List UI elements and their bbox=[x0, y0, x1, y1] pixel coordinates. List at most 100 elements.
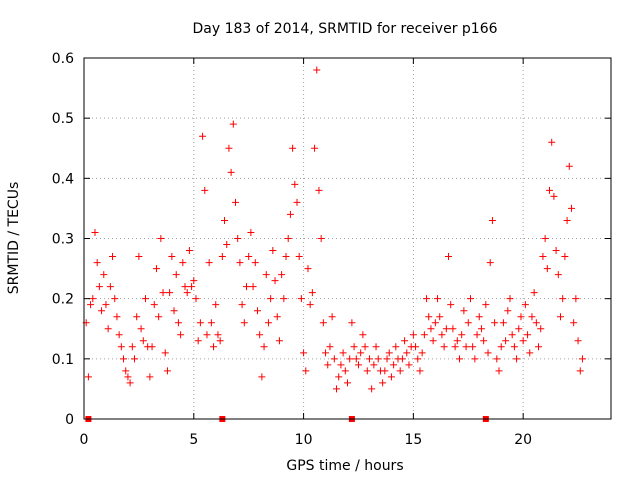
data-point bbox=[289, 144, 297, 152]
data-point bbox=[251, 259, 259, 267]
data-point bbox=[319, 319, 327, 327]
data-point bbox=[363, 367, 371, 375]
data-point bbox=[280, 295, 288, 303]
data-point bbox=[242, 283, 250, 291]
data-point bbox=[530, 289, 538, 297]
data-point bbox=[471, 355, 479, 363]
axis-ticks bbox=[83, 57, 611, 420]
data-point bbox=[517, 313, 525, 321]
data-point bbox=[113, 313, 121, 321]
data-point bbox=[139, 337, 147, 345]
data-point bbox=[539, 253, 547, 261]
data-point bbox=[578, 355, 586, 363]
y-tick-label: 0.5 bbox=[52, 111, 74, 127]
data-point bbox=[480, 337, 488, 345]
data-point bbox=[455, 355, 463, 363]
data-point bbox=[482, 301, 490, 309]
data-point bbox=[264, 319, 272, 327]
data-point bbox=[273, 313, 281, 321]
data-point bbox=[548, 138, 556, 146]
y-tick-label: 0.1 bbox=[52, 352, 74, 368]
data-point bbox=[546, 186, 554, 194]
data-point bbox=[344, 379, 351, 387]
data-point bbox=[271, 277, 279, 285]
data-point bbox=[100, 271, 108, 279]
data-point bbox=[313, 66, 321, 74]
data-point bbox=[315, 186, 323, 194]
data-point bbox=[565, 162, 573, 170]
data-point bbox=[333, 385, 341, 393]
data-point bbox=[93, 259, 101, 267]
data-point bbox=[348, 319, 356, 327]
data-point bbox=[379, 379, 387, 387]
data-point bbox=[181, 283, 189, 291]
data-point bbox=[282, 253, 290, 261]
data-point bbox=[286, 210, 294, 218]
data-point bbox=[238, 301, 246, 309]
data-point bbox=[234, 235, 242, 242]
data-point bbox=[218, 253, 226, 261]
data-point bbox=[339, 349, 347, 357]
data-point bbox=[117, 343, 125, 351]
data-point bbox=[84, 373, 92, 381]
data-point bbox=[396, 367, 404, 375]
data-point bbox=[262, 271, 270, 279]
data-point bbox=[194, 337, 202, 345]
data-point bbox=[308, 289, 316, 297]
data-point bbox=[192, 295, 200, 303]
data-point bbox=[330, 355, 338, 363]
x-tick-label: 5 bbox=[189, 432, 198, 448]
y-tick-label: 0.6 bbox=[52, 51, 74, 67]
grid bbox=[84, 58, 611, 419]
data-point bbox=[554, 271, 562, 279]
data-point bbox=[567, 204, 575, 212]
data-point bbox=[427, 325, 435, 333]
data-point bbox=[166, 289, 174, 297]
data-point bbox=[324, 361, 332, 369]
data-point bbox=[526, 349, 534, 357]
data-point bbox=[570, 319, 578, 327]
data-point bbox=[473, 331, 481, 339]
y-tick-label: 0.3 bbox=[52, 232, 74, 248]
data-point bbox=[304, 265, 312, 273]
y-tick-label: 0.2 bbox=[52, 292, 74, 308]
data-point bbox=[133, 313, 141, 321]
y-tick-label: 0.4 bbox=[52, 171, 74, 187]
data-point bbox=[447, 301, 455, 309]
data-point bbox=[449, 325, 457, 333]
data-point bbox=[491, 319, 499, 327]
data-point bbox=[532, 319, 540, 327]
data-point bbox=[337, 361, 345, 369]
data-point bbox=[214, 331, 222, 339]
data-point bbox=[122, 367, 130, 375]
data-point bbox=[146, 373, 154, 381]
data-point bbox=[574, 337, 582, 345]
data-point bbox=[115, 331, 123, 339]
data-point bbox=[381, 367, 389, 375]
data-point bbox=[352, 355, 360, 363]
data-point bbox=[137, 325, 145, 333]
data-point bbox=[126, 379, 134, 387]
data-point bbox=[423, 295, 431, 303]
data-point bbox=[543, 265, 551, 273]
data-point bbox=[322, 349, 330, 357]
data-point bbox=[513, 355, 521, 363]
data-point bbox=[499, 319, 507, 327]
data-point bbox=[212, 301, 220, 309]
data-point bbox=[256, 331, 264, 339]
data-point bbox=[203, 331, 211, 339]
data-point bbox=[174, 319, 182, 327]
data-point bbox=[440, 343, 448, 351]
data-point bbox=[519, 337, 527, 345]
data-point bbox=[510, 343, 518, 351]
data-point bbox=[120, 355, 128, 363]
data-point bbox=[458, 331, 466, 339]
data-point bbox=[135, 253, 143, 261]
data-point bbox=[297, 295, 305, 303]
data-point bbox=[225, 144, 233, 152]
data-point bbox=[488, 216, 496, 224]
data-point bbox=[229, 120, 237, 128]
data-point bbox=[177, 331, 185, 339]
data-point bbox=[124, 373, 132, 381]
data-point bbox=[502, 337, 510, 345]
